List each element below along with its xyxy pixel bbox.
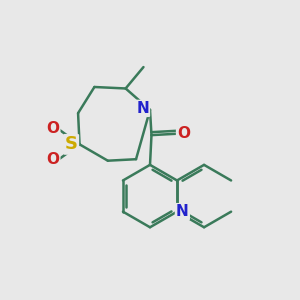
Text: N: N xyxy=(136,101,149,116)
Text: S: S xyxy=(65,135,78,153)
Text: O: O xyxy=(46,152,59,167)
Text: O: O xyxy=(46,122,59,136)
Text: O: O xyxy=(177,126,190,141)
Text: N: N xyxy=(176,204,189,219)
